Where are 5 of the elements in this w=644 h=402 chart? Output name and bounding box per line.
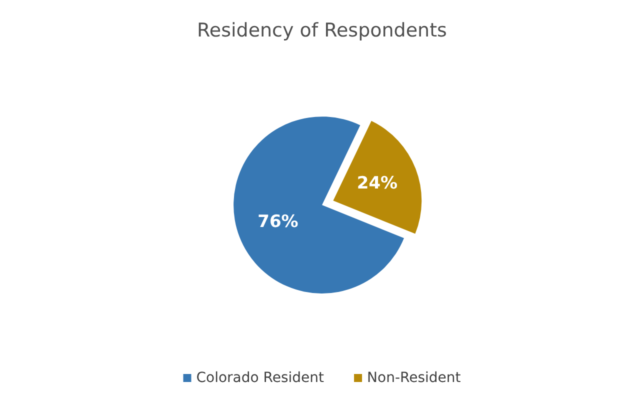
data-label: 24%: [356, 174, 398, 194]
legend-label: Colorado Resident: [196, 370, 325, 386]
chart-title: Residency of Respondents: [197, 20, 447, 42]
legend-label: Non-Resident: [367, 370, 462, 386]
data-label: 76%: [258, 212, 298, 232]
